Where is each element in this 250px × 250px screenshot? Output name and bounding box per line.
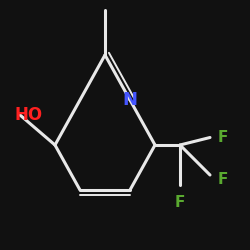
Text: HO: HO — [15, 106, 43, 124]
Text: N: N — [122, 91, 138, 109]
Text: F: F — [218, 130, 228, 145]
Text: F: F — [218, 172, 228, 188]
Text: F: F — [175, 195, 185, 210]
